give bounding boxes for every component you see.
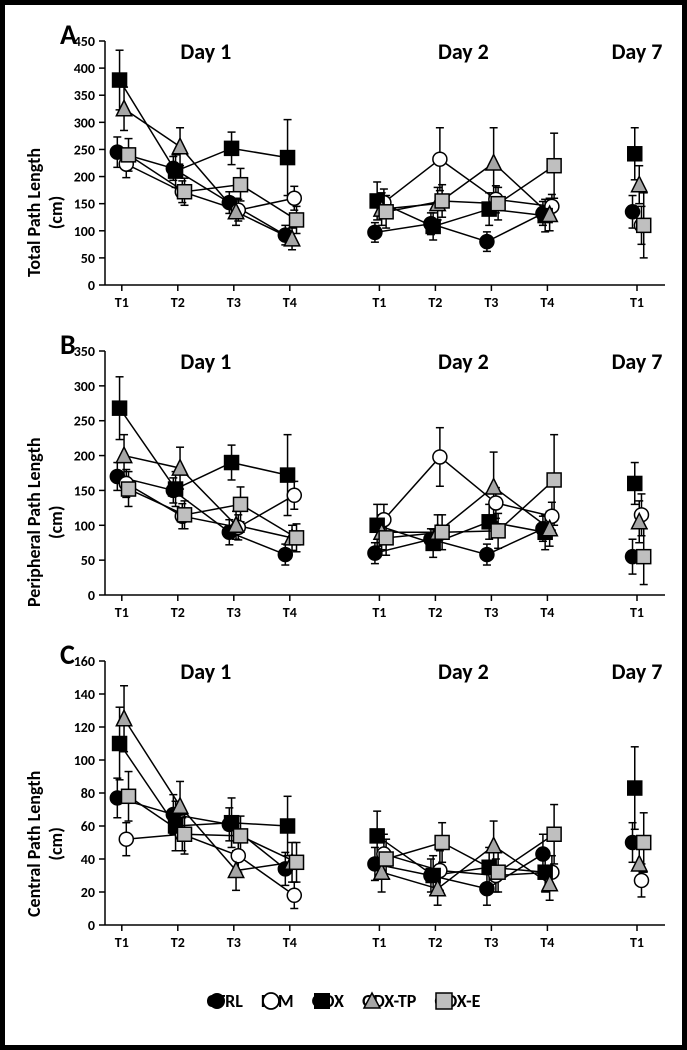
svg-text:T1: T1 — [630, 604, 644, 621]
svg-text:160: 160 — [74, 653, 95, 670]
svg-text:50: 50 — [81, 250, 95, 267]
svg-text:350: 350 — [74, 87, 95, 104]
svg-text:Day 2: Day 2 — [438, 348, 489, 375]
panel-a: A Total Path Length (cm) 050100150200250… — [5, 17, 682, 317]
legend: CTRL FEM GDX GDX-TP GDX-E — [5, 990, 682, 1012]
svg-text:0: 0 — [88, 917, 95, 934]
svg-text:T1: T1 — [372, 934, 386, 951]
svg-text:200: 200 — [74, 448, 95, 465]
svg-text:T4: T4 — [283, 604, 297, 621]
svg-text:150: 150 — [74, 196, 95, 213]
svg-text:100: 100 — [74, 517, 95, 534]
svg-text:T1: T1 — [115, 294, 129, 311]
svg-text:T4: T4 — [540, 294, 554, 311]
panel-a-chart: 0 50 100 150 200 250 300 350 400 450 T1 T2 T3 T4 T1 T2 T… — [5, 17, 687, 317]
svg-text:100: 100 — [74, 223, 95, 240]
svg-text:T4: T4 — [540, 934, 554, 951]
svg-text:250: 250 — [74, 141, 95, 158]
legend-item-ctrl: CTRL — [207, 990, 243, 1012]
svg-text:300: 300 — [74, 378, 95, 395]
legend-item-gdx-tp: GDX-TP — [362, 990, 416, 1012]
svg-text:Day 2: Day 2 — [438, 38, 489, 65]
svg-text:80: 80 — [81, 785, 95, 802]
svg-text:Day 7: Day 7 — [612, 348, 663, 375]
svg-text:T2: T2 — [428, 294, 442, 311]
svg-text:T2: T2 — [171, 604, 185, 621]
figure-container: { "figure": { "width": 687, "height": 10… — [0, 0, 687, 1050]
svg-text:450: 450 — [74, 33, 95, 50]
legend-item-fem: FEM — [261, 990, 294, 1012]
circle-open-icon — [261, 991, 281, 1011]
svg-text:T3: T3 — [227, 604, 241, 621]
svg-text:T2: T2 — [171, 934, 185, 951]
svg-text:T3: T3 — [227, 294, 241, 311]
svg-text:200: 200 — [74, 169, 95, 186]
svg-text:T3: T3 — [484, 604, 498, 621]
square-filled-icon — [312, 991, 332, 1011]
svg-text:250: 250 — [74, 413, 95, 430]
svg-text:Day 7: Day 7 — [612, 658, 663, 685]
triangle-icon — [362, 991, 382, 1011]
svg-text:T2: T2 — [171, 294, 185, 311]
svg-text:120: 120 — [74, 719, 95, 736]
svg-text:T3: T3 — [484, 294, 498, 311]
svg-text:T3: T3 — [227, 934, 241, 951]
svg-text:300: 300 — [74, 114, 95, 131]
svg-text:T1: T1 — [630, 294, 644, 311]
legend-item-gdx: GDX — [312, 990, 344, 1012]
svg-text:150: 150 — [74, 482, 95, 499]
svg-text:T4: T4 — [540, 604, 554, 621]
svg-text:100: 100 — [74, 752, 95, 769]
svg-text:140: 140 — [74, 686, 95, 703]
svg-text:Day 1: Day 1 — [180, 658, 231, 685]
svg-text:0: 0 — [88, 277, 95, 294]
svg-text:50: 50 — [81, 552, 95, 569]
panel-b: B Peripheral Path Length (cm) 0501001502… — [5, 327, 682, 627]
svg-text:400: 400 — [74, 60, 95, 77]
svg-text:40: 40 — [81, 851, 95, 868]
svg-text:T2: T2 — [428, 604, 442, 621]
svg-text:T1: T1 — [115, 934, 129, 951]
svg-text:20: 20 — [81, 884, 95, 901]
panel-c-chart: 0 20 40 60 80 100 120 140 160 T1 T2 T3 T4 T1 T2 T3 T4 T1 D… — [5, 637, 687, 957]
svg-text:T1: T1 — [372, 294, 386, 311]
svg-text:T1: T1 — [115, 604, 129, 621]
svg-text:0: 0 — [88, 587, 95, 604]
svg-text:60: 60 — [81, 818, 95, 835]
panel-b-chart: 0 50 100 150 200 250 300 350 T1 T2 T3 T4 T1 T2 T3 T4 T1 D… — [5, 327, 687, 627]
svg-text:T3: T3 — [484, 934, 498, 951]
svg-text:Day 1: Day 1 — [180, 348, 231, 375]
svg-text:T4: T4 — [283, 294, 297, 311]
svg-text:Day 7: Day 7 — [612, 38, 663, 65]
svg-text:T1: T1 — [630, 934, 644, 951]
svg-text:Day 1: Day 1 — [180, 38, 231, 65]
svg-text:350: 350 — [74, 343, 95, 360]
svg-text:Day 2: Day 2 — [438, 658, 489, 685]
panel-c: C Central Path Length (cm) 0204060801001… — [5, 637, 682, 957]
legend-item-gdx-e: GDX-E — [434, 990, 480, 1012]
square-grey-icon — [434, 991, 454, 1011]
svg-text:T4: T4 — [283, 934, 297, 951]
svg-text:T2: T2 — [428, 934, 442, 951]
circle-filled-icon — [207, 991, 227, 1011]
svg-text:T1: T1 — [372, 604, 386, 621]
